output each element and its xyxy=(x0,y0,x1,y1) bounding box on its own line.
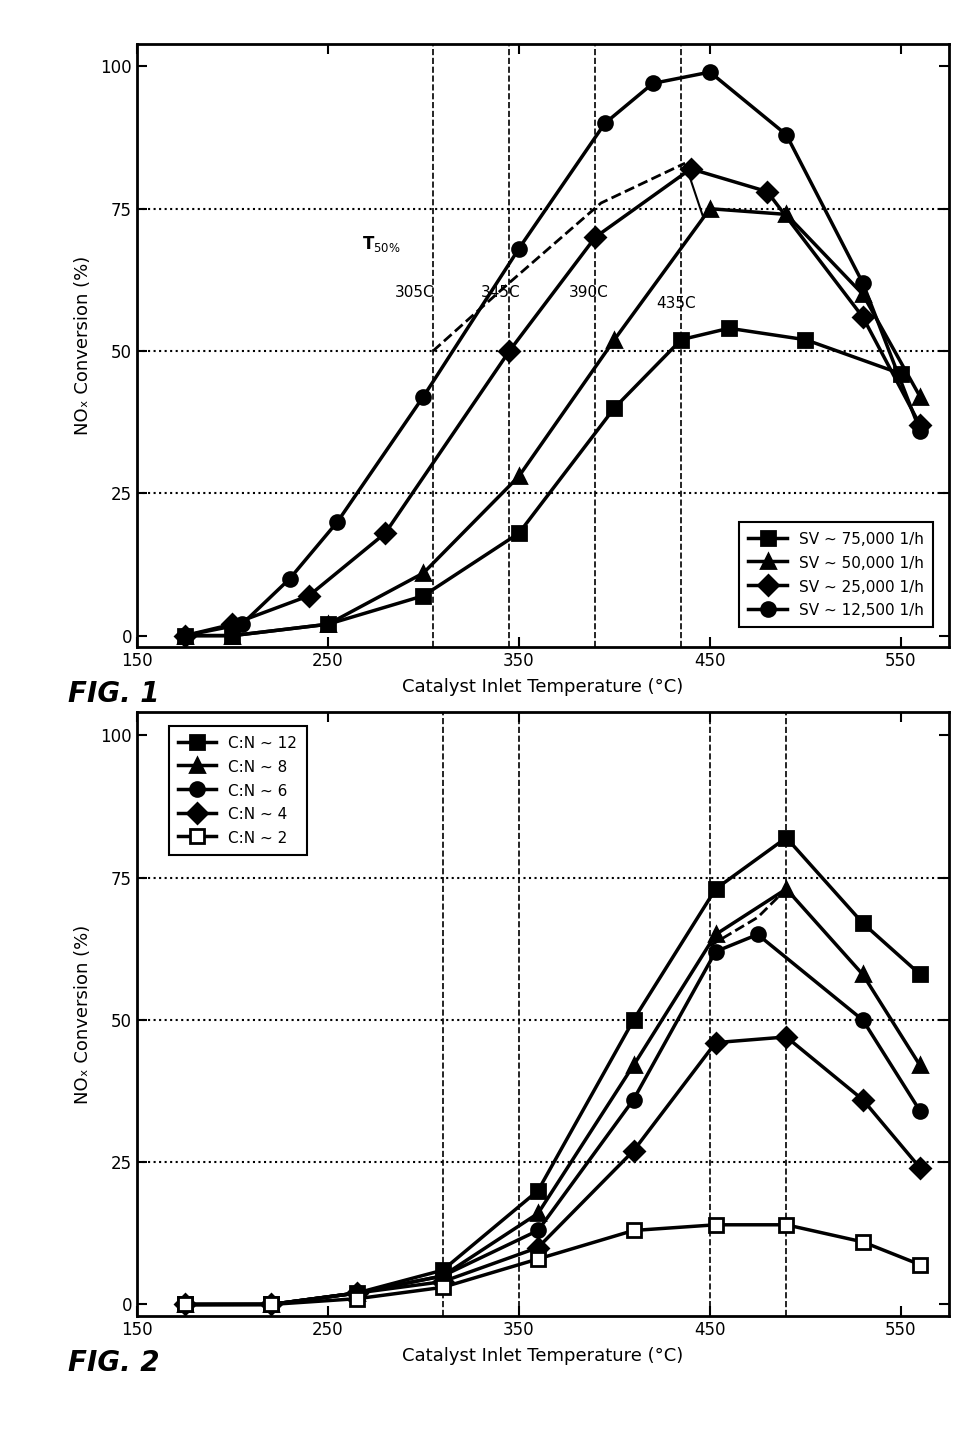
X-axis label: Catalyst Inlet Temperature (°C): Catalyst Inlet Temperature (°C) xyxy=(402,678,683,696)
Text: T$_{50\%}$: T$_{50\%}$ xyxy=(361,234,401,254)
Text: 305C: 305C xyxy=(395,285,434,300)
Text: 345C: 345C xyxy=(481,285,520,300)
Y-axis label: NOₓ Conversion (%): NOₓ Conversion (%) xyxy=(74,925,92,1104)
Text: FIG. 1: FIG. 1 xyxy=(68,680,160,708)
X-axis label: Catalyst Inlet Temperature (°C): Catalyst Inlet Temperature (°C) xyxy=(402,1346,683,1365)
Text: FIG. 2: FIG. 2 xyxy=(68,1349,160,1377)
Text: 390C: 390C xyxy=(568,285,608,300)
Legend: C:N ~ 12, C:N ~ 8, C:N ~ 6, C:N ~ 4, C:N ~ 2: C:N ~ 12, C:N ~ 8, C:N ~ 6, C:N ~ 4, C:N… xyxy=(169,726,306,855)
Legend: SV ~ 75,000 1/h, SV ~ 50,000 1/h, SV ~ 25,000 1/h, SV ~ 12,500 1/h: SV ~ 75,000 1/h, SV ~ 50,000 1/h, SV ~ 2… xyxy=(739,522,932,627)
Text: 435C: 435C xyxy=(656,297,696,311)
Y-axis label: NOₓ Conversion (%): NOₓ Conversion (%) xyxy=(74,256,92,435)
